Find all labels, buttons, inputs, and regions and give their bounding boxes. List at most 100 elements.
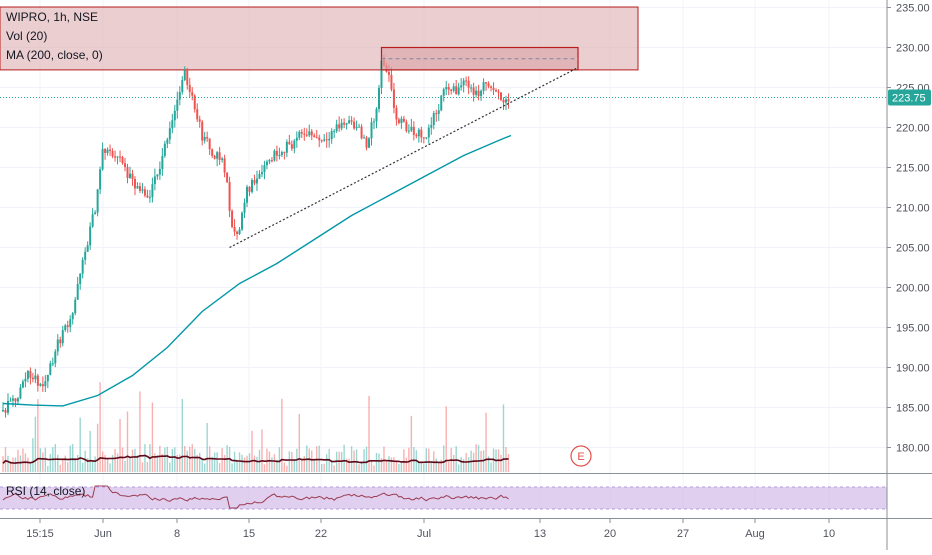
candle-body — [69, 319, 72, 327]
volume-bar — [62, 458, 64, 472]
candle-body — [59, 339, 62, 344]
candle-body — [121, 156, 124, 164]
volume-bar — [303, 456, 305, 472]
candle-body — [368, 138, 371, 148]
current-price-label: 223.75 — [892, 93, 926, 105]
candle-body — [365, 137, 368, 148]
candle-body — [470, 87, 473, 89]
x-tick-label: 15 — [243, 528, 255, 540]
candle-body — [338, 124, 341, 129]
volume-bar — [34, 416, 37, 472]
volume-bar — [330, 460, 333, 472]
volume-bar — [119, 418, 121, 472]
candle-body — [437, 110, 440, 114]
candle-body — [447, 87, 450, 90]
volume-bar — [348, 458, 350, 472]
volume-bar — [266, 448, 268, 472]
volume-bar — [159, 445, 161, 472]
y-tick-label: 195.00 — [896, 323, 930, 335]
x-tick-label: 27 — [677, 528, 689, 540]
earnings-icon[interactable] — [570, 445, 592, 467]
volume-bar — [298, 413, 301, 472]
candle-body — [345, 123, 348, 125]
candle-body — [402, 118, 405, 122]
candle-body — [158, 168, 161, 175]
candle-body — [99, 169, 102, 190]
candle-body — [373, 121, 376, 123]
candle-body — [412, 126, 415, 135]
volume-bar — [490, 462, 492, 472]
volume-bar — [467, 457, 470, 472]
volume-bar — [42, 452, 44, 472]
candle-body — [487, 83, 490, 87]
candle-body — [124, 163, 127, 168]
symbol-title[interactable]: WIPRO, 1h, NSE — [6, 10, 99, 24]
candle-body — [51, 363, 54, 365]
candle-body — [2, 410, 4, 412]
volume-bar — [77, 454, 79, 472]
candle-body — [24, 378, 27, 382]
volume-bar — [385, 459, 388, 472]
candle-body — [138, 186, 141, 191]
volume-bar — [156, 455, 159, 472]
earnings-marker[interactable]: E — [570, 445, 592, 467]
candle-body — [196, 109, 199, 120]
volume-bar — [273, 454, 276, 472]
candle-body — [106, 149, 109, 153]
candle-body — [14, 398, 17, 402]
volume-bar — [261, 429, 263, 472]
volume-bar — [423, 463, 425, 472]
candle-body — [84, 251, 87, 260]
volume-bar — [326, 454, 328, 472]
candle-body — [218, 152, 221, 160]
candle-body — [44, 381, 47, 387]
volume-bar — [428, 448, 430, 472]
candle-body — [101, 148, 104, 170]
volume-bar — [393, 457, 395, 472]
candle-body — [318, 137, 321, 141]
volume-bar — [256, 456, 258, 472]
candle-body — [146, 195, 149, 198]
volume-bar — [276, 459, 278, 472]
volume-bar — [477, 445, 480, 472]
volume-bar — [410, 415, 413, 472]
candle-body — [131, 173, 134, 179]
candle-body — [178, 92, 181, 100]
volume-bar — [12, 457, 14, 472]
candle-body — [176, 99, 179, 111]
candle-body — [465, 80, 468, 82]
candle-body — [79, 273, 82, 284]
candle-body — [16, 398, 19, 402]
candle-body — [133, 178, 136, 189]
candle-body — [305, 134, 308, 136]
volume-bar — [487, 456, 490, 472]
candle-body — [248, 186, 251, 192]
candle-body — [161, 155, 164, 169]
volume-bar — [49, 453, 52, 472]
volume-bar — [151, 402, 154, 472]
candle-body — [114, 156, 117, 158]
volume-bar — [403, 449, 405, 472]
candle-body — [238, 229, 241, 235]
ma-indicator-label[interactable]: MA (200, close, 0) — [6, 48, 103, 62]
candle-body — [39, 384, 42, 386]
volume-bar — [408, 447, 410, 472]
volume-bar — [22, 448, 24, 472]
candle-body — [203, 136, 206, 141]
candle-body — [452, 86, 455, 91]
ascending-trendline[interactable] — [229, 66, 579, 249]
candle-body — [355, 126, 358, 129]
candle-body — [358, 126, 361, 128]
volume-indicator-label[interactable]: Vol (20) — [6, 29, 48, 43]
volume-bar — [29, 463, 32, 472]
volume-bar — [223, 454, 226, 472]
volume-bar — [313, 459, 315, 472]
volume-bar — [438, 461, 440, 472]
candle-body — [427, 127, 430, 138]
volume-bar — [323, 463, 325, 472]
candle-body — [325, 139, 328, 141]
rsi-indicator-label[interactable]: RSI (14, close) — [6, 484, 86, 498]
volume-bar — [169, 462, 171, 472]
volume-bar — [383, 446, 385, 472]
